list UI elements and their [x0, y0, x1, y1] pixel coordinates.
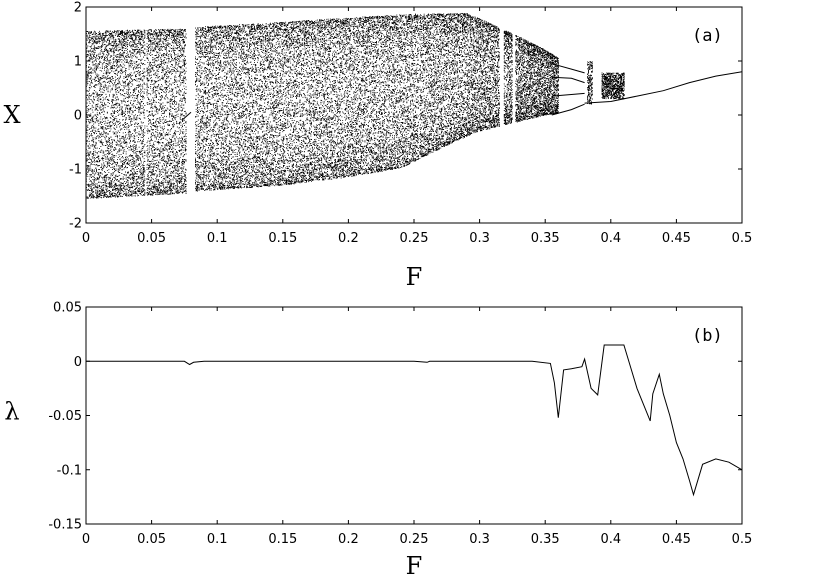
x-tick-label: 0.25 [400, 231, 429, 246]
x-tick-label: 0.2 [338, 231, 359, 246]
lyapunov-line [86, 344, 743, 497]
panel-b-lyapunov-exponent: 0 0.05 0.1 0.15 0.2 0.25 0.3 0.35 0.4 0.45 0.5 -0.1… [4, 301, 752, 581]
x-tick-label: 0.45 [662, 532, 691, 547]
lyapunov-series [86, 344, 743, 497]
panel-label-a: (a) [692, 26, 723, 46]
x-tick-label: 0.3 [469, 231, 490, 246]
x-tick-label: 0.1 [207, 532, 228, 547]
x-tick-label: 0.1 [207, 231, 228, 246]
y-tick-label: 1 [74, 55, 82, 70]
y-axis-label-a: X [3, 101, 20, 129]
y-tick-label: -0.05 [48, 409, 82, 424]
x-tick-label: 0 [82, 532, 90, 547]
y-axis-label-b: λ [4, 398, 19, 426]
y-tick-label: -0.1 [57, 463, 82, 478]
x-tick-label: 0.25 [400, 532, 429, 547]
plot-frame-a [85, 6, 743, 224]
ticks-b: 0 0.05 0.1 0.15 0.2 0.25 0.3 0.35 0.4 0.45 0.5 -0.1… [48, 301, 752, 548]
x-axis-label-b: F [406, 552, 423, 580]
y-tick-label: 2 [74, 1, 82, 16]
periodic-branch [551, 76, 585, 84]
x-tick-label: 0.45 [662, 231, 691, 246]
window-orbit [181, 111, 192, 121]
x-tick-label: 0 [82, 231, 90, 246]
y-tick-label: 0.05 [53, 301, 82, 316]
x-tick-label: 0.3 [469, 532, 490, 547]
plot-frame-b [85, 306, 743, 525]
x-tick-label: 0.05 [137, 231, 166, 246]
x-tick-label: 0.2 [338, 532, 359, 547]
y-tick-label: 0 [74, 355, 82, 370]
x-tick-label: 0.4 [600, 532, 621, 547]
x-tick-label: 0.15 [268, 231, 297, 246]
y-tick-label: -0.15 [48, 518, 82, 533]
fixed-point-branch [584, 71, 743, 104]
periodic-branch [551, 103, 585, 116]
x-tick-label: 0.5 [732, 231, 753, 246]
y-tick-label: -2 [69, 217, 82, 232]
x-tick-label: 0.35 [531, 231, 560, 246]
chaotic-band [86, 13, 625, 199]
x-tick-label: 0.5 [732, 532, 753, 547]
x-tick-label: 0.4 [600, 231, 621, 246]
ticks-a: 0 0.05 0.1 0.15 0.2 0.25 0.3 0.35 0.4 0.45 0.5 -2 -1… [69, 1, 752, 247]
x-tick-label: 0.35 [531, 532, 560, 547]
periodic-branch [551, 63, 585, 74]
panel-label-b: (b) [692, 326, 723, 346]
y-tick-label: 0 [74, 109, 82, 124]
x-tick-label: 0.15 [268, 532, 297, 547]
x-axis-label-a: F [406, 263, 423, 291]
x-tick-label: 0.05 [137, 532, 166, 547]
bifurcation-points [86, 13, 743, 199]
panel-a-bifurcation-diagram: 0 0.05 0.1 0.15 0.2 0.25 0.3 0.35 0.4 0.45 0.5 -2 -1… [3, 1, 752, 292]
periodic-branch [551, 92, 585, 97]
y-tick-label: -1 [69, 163, 82, 178]
